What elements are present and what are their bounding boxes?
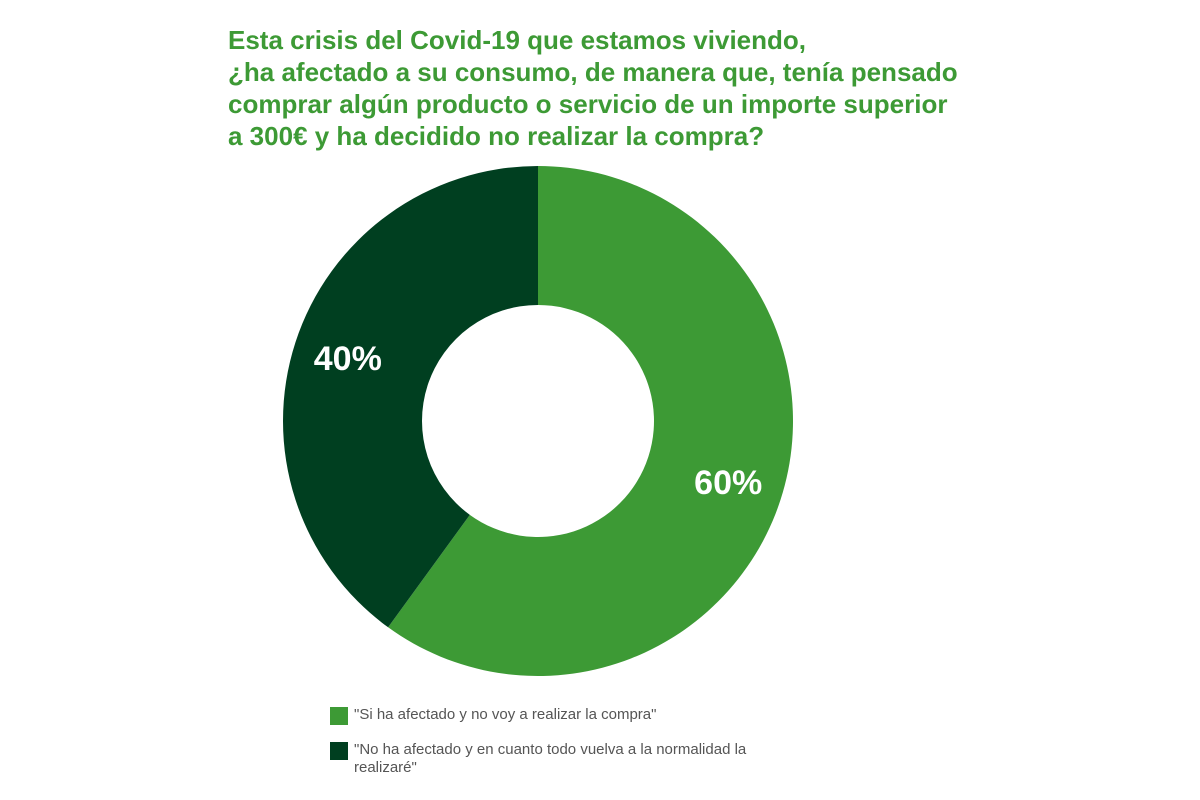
slice-value-label-0: 60% <box>694 464 762 502</box>
donut-slice-0 <box>388 166 794 676</box>
slice-value-label-1: 40% <box>314 340 382 378</box>
chart-title: Esta crisis del Covid-19 que estamos viv… <box>228 25 958 151</box>
legend-swatch-si-ha-afectado <box>330 707 348 725</box>
legend-item-no-ha-afectado: "No ha afectado y en cuanto todo vuelva … <box>330 741 790 777</box>
chart-legend: "Si ha afectado y no voy a realizar la c… <box>330 706 790 793</box>
legend-item-si-ha-afectado: "Si ha afectado y no voy a realizar la c… <box>330 706 790 725</box>
legend-swatch-no-ha-afectado <box>330 742 348 760</box>
legend-label-no-ha-afectado: "No ha afectado y en cuanto todo vuelva … <box>354 741 747 776</box>
donut-slice-1 <box>283 166 538 628</box>
legend-label-si-ha-afectado: "Si ha afectado y no voy a realizar la c… <box>354 706 657 723</box>
